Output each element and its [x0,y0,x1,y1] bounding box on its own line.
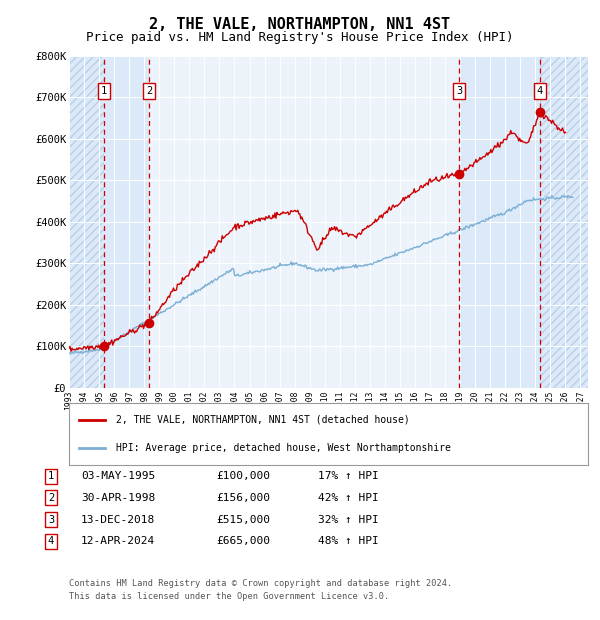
Text: 4: 4 [536,86,542,95]
Text: 3: 3 [48,515,54,525]
Bar [539,56,588,388]
Text: £100,000: £100,000 [216,471,270,481]
Text: 30-APR-1998: 30-APR-1998 [81,493,155,503]
Text: 1: 1 [48,471,54,481]
Text: 3: 3 [456,86,463,95]
Text: 1: 1 [101,86,107,95]
Text: 12-APR-2024: 12-APR-2024 [81,536,155,546]
Text: HPI: Average price, detached house, West Northamptonshire: HPI: Average price, detached house, West… [116,443,451,453]
Text: Price paid vs. HM Land Registry's House Price Index (HPI): Price paid vs. HM Land Registry's House … [86,31,514,44]
Text: 17% ↑ HPI: 17% ↑ HPI [318,471,379,481]
Text: £515,000: £515,000 [216,515,270,525]
Bar [69,56,104,388]
Text: 03-MAY-1995: 03-MAY-1995 [81,471,155,481]
Text: Contains HM Land Registry data © Crown copyright and database right 2024.: Contains HM Land Registry data © Crown c… [69,578,452,588]
Bar [460,56,539,388]
Text: £156,000: £156,000 [216,493,270,503]
Bar [149,56,460,388]
Text: 4: 4 [48,536,54,546]
Text: 13-DEC-2018: 13-DEC-2018 [81,515,155,525]
Text: This data is licensed under the Open Government Licence v3.0.: This data is licensed under the Open Gov… [69,592,389,601]
Bar [539,56,588,388]
Text: £665,000: £665,000 [216,536,270,546]
Text: 2, THE VALE, NORTHAMPTON, NN1 4ST: 2, THE VALE, NORTHAMPTON, NN1 4ST [149,17,451,32]
Text: 32% ↑ HPI: 32% ↑ HPI [318,515,379,525]
Bar [69,56,104,388]
Bar [104,56,149,388]
Text: 2: 2 [146,86,152,95]
Text: 48% ↑ HPI: 48% ↑ HPI [318,536,379,546]
Text: 2, THE VALE, NORTHAMPTON, NN1 4ST (detached house): 2, THE VALE, NORTHAMPTON, NN1 4ST (detac… [116,415,409,425]
Text: 2: 2 [48,493,54,503]
Text: 42% ↑ HPI: 42% ↑ HPI [318,493,379,503]
